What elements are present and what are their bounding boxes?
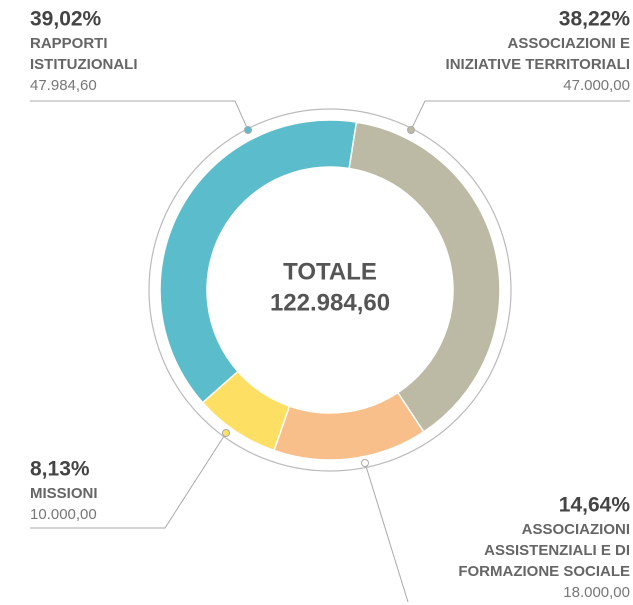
donut-segment: [348, 121, 501, 433]
amount-label: 47.984,60: [30, 77, 97, 94]
amount-label: 10.000,00: [30, 506, 97, 523]
category-label: ASSOCIAZIONI E: [507, 35, 630, 52]
leader-line: [30, 100, 249, 131]
leader-line: [364, 462, 409, 603]
leader-dot: [407, 126, 415, 134]
category-label: FORMAZIONE SOCIALE: [458, 563, 630, 580]
category-label: ISTITUZIONALI: [30, 56, 138, 73]
leader-line: [410, 100, 630, 131]
percent-label: 38,22%: [559, 8, 631, 31]
donut-segment: [201, 370, 291, 452]
total-title: TOTALE: [283, 258, 377, 285]
total-value: 122.984,60: [270, 289, 390, 316]
category-label: ASSOCIAZIONI: [522, 521, 630, 538]
leader-dot: [244, 126, 252, 134]
donut-segment: [159, 119, 358, 404]
percent-label: 39,02%: [30, 8, 102, 31]
leader-dot: [361, 459, 369, 467]
leader-dot: [222, 429, 230, 437]
leader-line: [30, 432, 227, 529]
percent-label: 8,13%: [30, 458, 90, 481]
percent-label: 14,64%: [559, 494, 631, 517]
category-label: ASSISTENZIALI E DI: [484, 542, 630, 559]
category-label: MISSIONI: [30, 485, 98, 502]
category-label: INIZIATIVE TERRITORIALI: [446, 56, 630, 73]
amount-label: 18.000,00: [563, 584, 630, 601]
amount-label: 47.000,00: [563, 77, 630, 94]
category-label: RAPPORTI: [30, 35, 108, 52]
outer-ring: [148, 108, 512, 472]
donut-segment: [273, 391, 425, 461]
